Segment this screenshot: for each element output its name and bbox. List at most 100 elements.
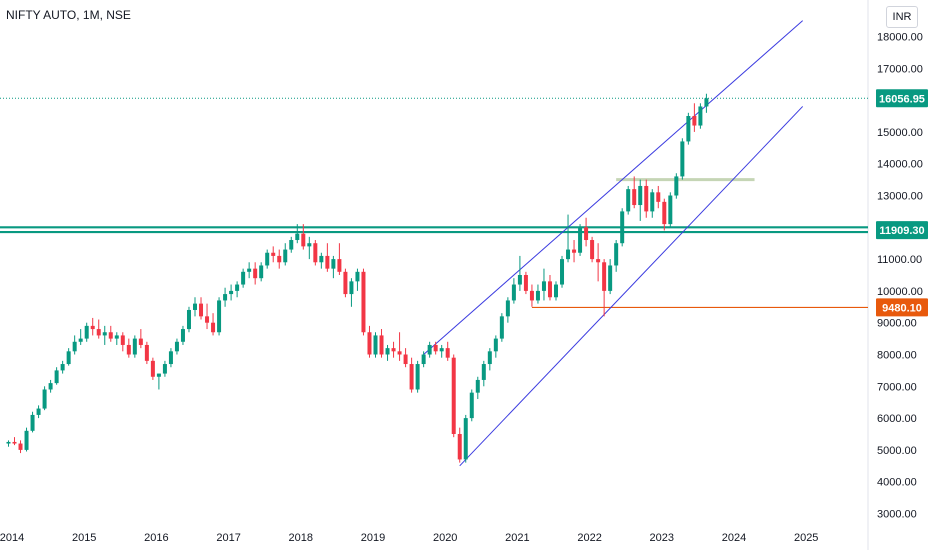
candle-body [271,252,276,256]
candle-body [409,364,414,390]
candle-body [686,116,691,142]
candle-body [331,259,336,269]
candle-body [638,185,643,206]
candle-body [397,351,402,355]
candle-body [427,344,432,355]
candle-body [223,294,228,301]
candle-body [463,418,468,460]
candle-body [439,348,444,352]
candle-body [108,332,113,339]
candle-body [229,290,234,295]
candle-body [644,185,649,212]
candle-body [96,329,101,336]
x-tick-label: 2015 [72,532,96,544]
candle-body [90,325,95,330]
candle-body [343,271,348,295]
candle-body [355,271,360,282]
y-tick-label: 11000.00 [877,254,922,266]
candle-body [174,341,179,352]
candle-body [554,284,558,298]
candle-body [54,370,59,384]
candle-body [445,348,450,358]
candle-body [168,351,173,365]
candle-body [698,106,703,126]
y-tick-label: 10000.00 [877,286,923,298]
candle-body [313,243,318,263]
candle-body [535,290,540,301]
y-tick-label: 7000.00 [877,381,917,393]
candle-body [150,360,155,377]
channel-line [423,20,804,355]
x-tick-label: 2014 [0,532,24,544]
candle-body [505,300,510,317]
candle-body [138,338,143,345]
candle-body [433,344,438,352]
candle-body [205,316,210,323]
candle-body [481,364,486,380]
y-tick-label: 6000.00 [877,413,917,425]
candle-body [457,434,462,460]
candle-body [60,364,65,371]
candle-body [24,430,29,450]
x-tick-label: 2025 [794,532,818,544]
candle-body [349,281,354,295]
x-tick-label: 2020 [433,532,457,544]
candle-body [247,268,252,272]
candle-body [84,325,89,339]
candle-body [30,414,35,431]
candle-body [120,335,125,345]
candle-body [608,265,613,291]
x-tick-label: 2018 [289,532,313,544]
candle-body [379,335,384,355]
candle-body [259,265,264,279]
channel-line [459,106,804,467]
candle-body [547,281,552,298]
candle-body [289,240,294,250]
price-label-text: 16056.95 [879,93,925,105]
candle-body [415,364,420,390]
candle-body [277,255,282,263]
candle-body [180,329,185,342]
candle-body [590,240,595,260]
candle-body [560,259,565,285]
candle-body [217,300,222,333]
x-tick-label: 2021 [505,532,529,544]
y-tick-label: 13000.00 [877,191,923,203]
candle-body [680,141,685,177]
currency-button[interactable]: INR [886,6,918,28]
x-tick-label: 2024 [722,532,746,544]
candle-body [36,408,41,415]
candle-body [186,309,191,330]
x-tick-label: 2023 [650,532,674,544]
x-tick-label: 2019 [361,532,385,544]
candle-body [421,354,426,365]
candle-body [517,275,522,285]
candle-body [584,227,589,241]
candle-body [265,252,270,266]
candle-body [126,344,131,355]
candle-body [391,348,396,352]
candle-body [523,275,528,291]
candle-body [650,192,655,212]
candle-body [620,211,625,244]
candle-body [674,176,679,196]
x-tick-label: 2017 [216,532,240,544]
y-tick-label: 4000.00 [877,477,917,489]
candle-body [704,98,709,107]
candle-body [602,262,607,291]
candle-body [499,316,504,339]
candle-body [78,338,83,342]
candle-body [307,243,312,247]
candle-body [66,351,71,365]
candle-body [566,249,571,260]
candle-body [295,233,300,241]
price-label-badge [876,89,928,108]
price-label-badge [876,298,928,317]
candle-body [319,255,324,263]
candle-body [656,192,661,202]
candle-body [12,441,17,444]
candle-body [373,335,378,355]
candle-body [487,351,492,365]
candle-body [493,338,498,352]
